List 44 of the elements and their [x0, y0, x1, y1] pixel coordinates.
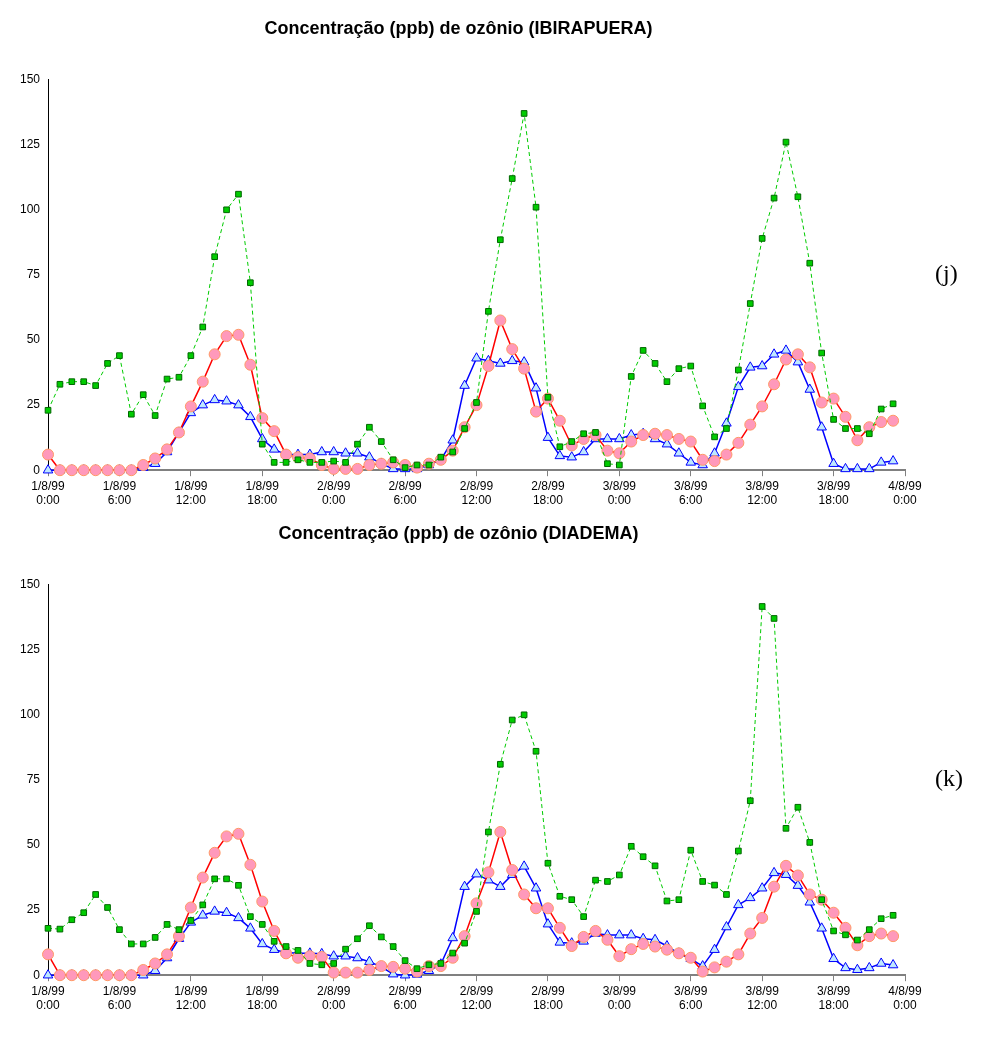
x-tick-label: 3/8/99 18:00	[816, 983, 851, 1013]
y-tick-label: 50	[26, 837, 41, 852]
x-tick-label: 1/8/99 12:00	[174, 983, 208, 1013]
y-tick-label: 0	[33, 967, 41, 982]
x-tick-label: 3/8/99 6:00	[674, 478, 708, 508]
x-tick-label: 3/8/99 0:00	[602, 983, 637, 1013]
x-tick-label: 3/8/99 12:00	[745, 983, 780, 1013]
x-tick-label: 3/8/99 0:00	[602, 478, 637, 508]
x-tick-label: 1/8/99 6:00	[102, 983, 137, 1013]
y-tick-label: 25	[26, 397, 41, 412]
x-tick-label: 3/8/99 6:00	[674, 983, 708, 1013]
y-tick-label: 50	[26, 332, 41, 347]
x-tick-label: 2/8/99 0:00	[316, 983, 351, 1013]
x-tick-label: 2/8/99 18:00	[531, 478, 565, 508]
x-tick-label: 3/8/99 18:00	[816, 478, 851, 508]
y-tick-label: 75	[26, 772, 41, 787]
y-tick-label: 100	[19, 707, 41, 722]
y-tick-label: 100	[19, 202, 41, 217]
y-tick-label: 150	[19, 71, 41, 86]
y-tick-label: 150	[19, 576, 41, 591]
y-tick-label: 75	[26, 267, 41, 282]
x-tick-label: 4/8/99 0:00	[888, 983, 922, 1013]
x-tick-label: 1/8/99 6:00	[102, 478, 137, 508]
y-tick-label: 125	[19, 137, 41, 152]
x-tick-label: 2/8/99 12:00	[459, 983, 494, 1013]
y-tick-label: 0	[33, 462, 41, 477]
y-tick-label: 125	[19, 642, 41, 657]
x-tick-label: 4/8/99 0:00	[888, 478, 922, 508]
y-tick-label: 25	[26, 902, 41, 917]
x-tick-label: 1/8/99 18:00	[245, 478, 280, 508]
x-tick-label: 1/8/99 12:00	[174, 478, 208, 508]
x-tick-label: 2/8/99 12:00	[459, 478, 494, 508]
chart-title: Concentração (ppb) de ozônio (DIADEMA)	[278, 522, 639, 543]
x-tick-label: 3/8/99 12:00	[745, 478, 780, 508]
x-tick-label: 2/8/99 6:00	[388, 478, 423, 508]
x-tick-label: 1/8/99 18:00	[245, 983, 280, 1013]
x-tick-label: 1/8/99 0:00	[31, 478, 66, 508]
x-tick-label: 2/8/99 0:00	[316, 478, 351, 508]
x-tick-label: 1/8/99 0:00	[31, 983, 66, 1013]
chart-title: Concentração (ppb) de ozônio (IBIRAPUERA)	[264, 17, 653, 38]
x-tick-label: 2/8/99 6:00	[388, 983, 423, 1013]
text: (k)	[935, 765, 963, 792]
x-tick-label: 2/8/99 18:00	[531, 983, 565, 1013]
text: (j)	[935, 260, 958, 287]
